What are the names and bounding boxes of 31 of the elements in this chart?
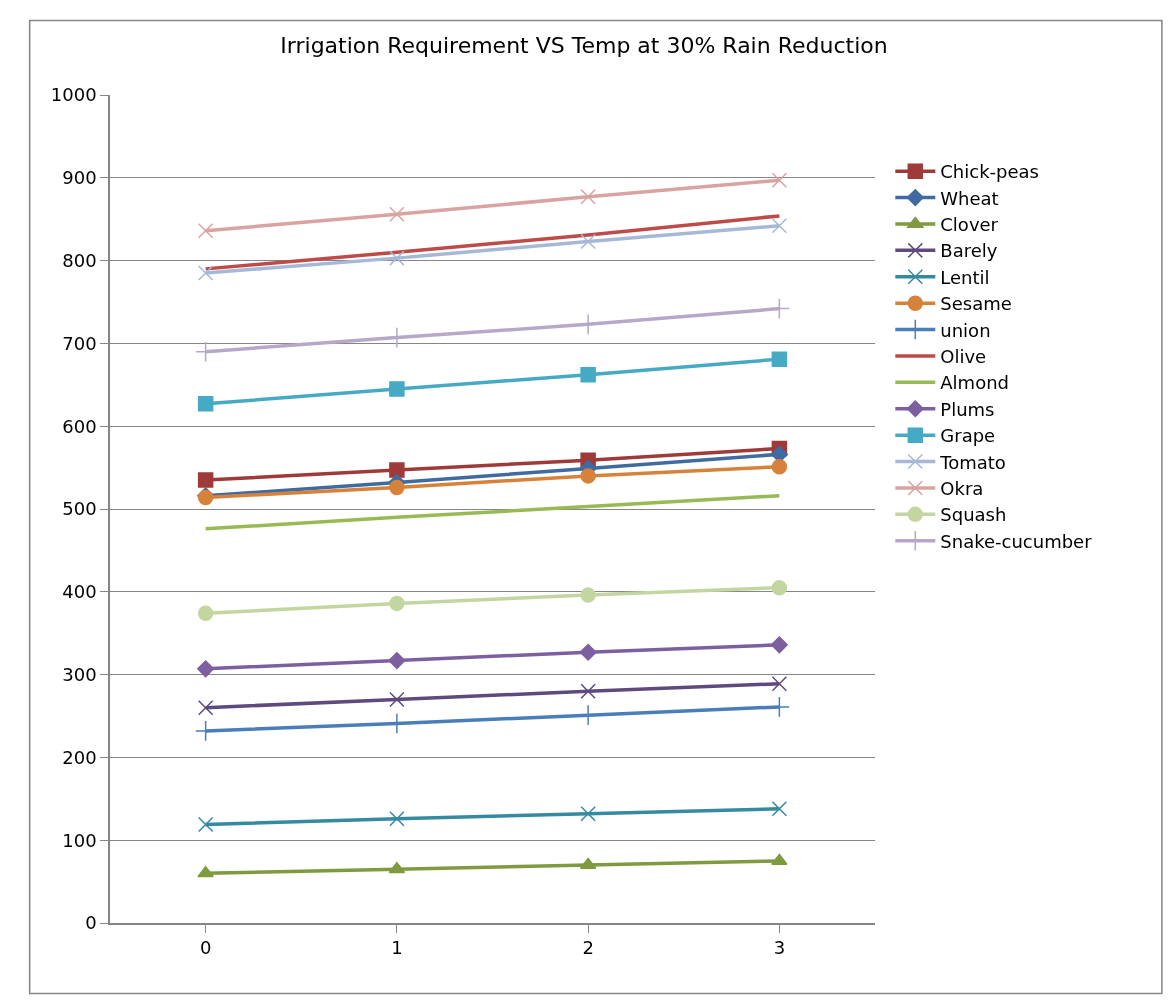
legend-label: union xyxy=(940,319,991,341)
x-tick-label: 0 xyxy=(199,937,212,959)
legend-label: Plums xyxy=(940,398,995,420)
y-tick-label: 600 xyxy=(62,415,97,437)
legend-label: Lentil xyxy=(940,266,990,288)
chart-title: Irrigation Requirement VS Temp at 30% Rain Reduction xyxy=(280,32,888,58)
y-tick-label: 500 xyxy=(62,498,97,520)
y-tick-label: 0 xyxy=(85,912,97,934)
y-tick-label: 700 xyxy=(62,332,97,354)
x-tick-label: 1 xyxy=(391,937,403,959)
legend-label: Okra xyxy=(940,477,984,499)
x-tick-label: 3 xyxy=(773,937,786,959)
legend-label: Squash xyxy=(940,504,1007,526)
y-tick-label: 800 xyxy=(62,249,97,271)
legend-label: Clover xyxy=(940,213,999,235)
legend-label: Snake-cucumber xyxy=(940,530,1093,552)
y-tick-label: 100 xyxy=(62,829,97,851)
legend-label: Wheat xyxy=(940,187,999,209)
legend-label: Tomato xyxy=(939,451,1006,473)
y-tick-label: 900 xyxy=(62,167,97,189)
legend-label: Barely xyxy=(940,240,998,262)
y-tick-label: 400 xyxy=(62,581,97,603)
y-tick-label: 200 xyxy=(62,746,97,768)
legend-label: Olive xyxy=(940,345,987,367)
x-tick-label: 2 xyxy=(582,937,594,959)
legend-label: Sesame xyxy=(940,293,1012,315)
legend-label: Almond xyxy=(940,372,1009,394)
y-tick-label: 300 xyxy=(62,663,97,685)
legend-label: Grape xyxy=(940,425,996,447)
legend-label: Chick-peas xyxy=(940,161,1039,183)
y-tick-label: 1000 xyxy=(50,84,97,106)
